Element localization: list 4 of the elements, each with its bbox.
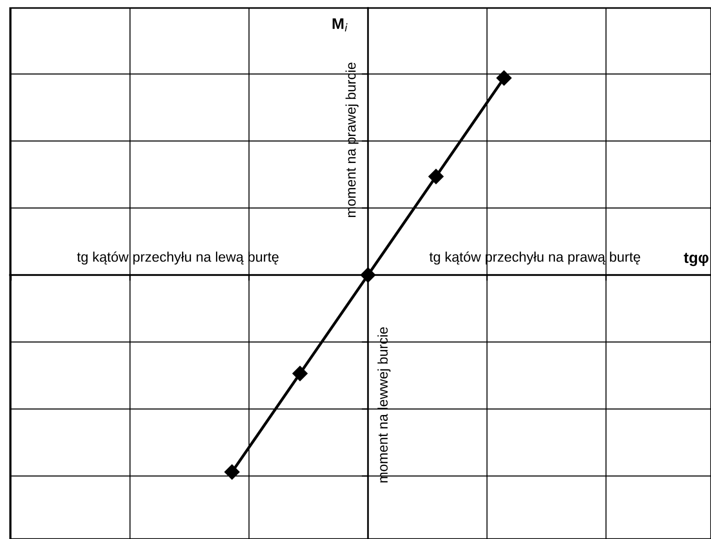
text: tgφ [684,252,708,266]
y-axis-title: M$_{i}$ [332,18,348,32]
annotation: moment na lewwej burcie [378,327,390,482]
annotation: moment na prawej burcie [346,62,358,218]
